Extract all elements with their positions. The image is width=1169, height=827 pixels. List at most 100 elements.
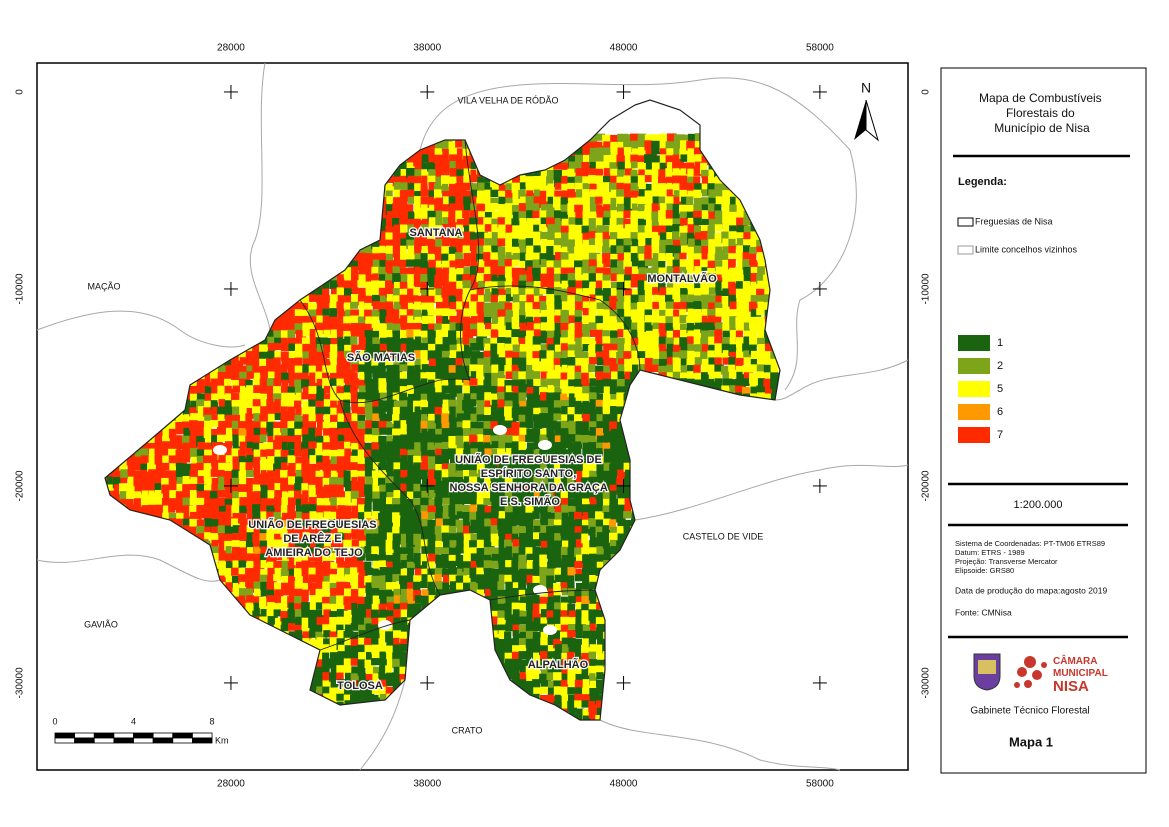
fuel-patch [442,232,452,243]
fuel-patch [329,308,338,320]
fuel-patch [260,505,268,514]
fuel-patch [483,428,491,438]
fuel-patch [476,407,485,417]
fuel-patch [351,505,360,515]
fuel-patch [448,379,458,389]
fuel-patch [274,399,285,410]
fuel-patch [169,490,178,501]
fuel-patch [379,329,390,340]
fuel-patch [358,630,368,639]
fuel-patch [469,337,477,347]
fuel-patch [490,421,499,430]
fuel-patch [372,301,383,310]
fuel-patch [414,245,422,256]
fuel-patch [476,491,487,499]
fuel-patch [336,372,348,380]
fuel-patch [225,561,235,573]
fuel-patch [421,169,431,181]
fuel-patch [301,379,313,389]
fuel-patch [211,414,223,424]
fuel-patch [273,497,285,508]
fuel-patch [497,238,507,247]
fuel-patch [252,357,265,370]
fuel-patch [491,476,499,488]
fuel-patch [484,582,495,591]
fuel-patch [217,385,229,393]
fuel-patch [455,288,463,298]
fuel-patch [343,596,355,606]
fuel-patch [280,456,288,468]
fuel-patch [406,532,416,544]
fuel-patch [302,364,312,377]
fuel-patch [406,505,418,516]
fuel-patch [476,203,488,215]
fuel-patch [357,379,367,389]
fuel-patch [386,679,395,687]
fuel-patch [441,253,450,265]
fuel-patch [281,372,290,384]
fuel-patch [421,490,433,500]
fuel-patch [435,491,447,503]
fuel-patch [161,477,169,490]
fuel-patch [295,504,308,513]
fuel-patch [343,525,352,534]
fuel-patch [378,498,387,510]
fuel-patch [141,490,151,502]
fuel-patch [211,406,220,415]
fuel-patch [141,483,152,494]
fuel-patch [294,603,302,611]
fuel-patch [196,379,206,392]
fuel-patch [287,623,299,631]
fuel-patch [288,602,298,614]
fuel-patch [476,364,485,372]
fuel-patch [400,224,408,234]
fuel-patch [267,540,278,549]
fuel-patch [315,553,327,564]
fuel-patch [358,274,369,282]
fuel-patch [490,343,502,354]
fuel-patch [182,518,192,528]
fuel-patch [406,232,415,241]
fuel-patch [280,351,293,361]
fuel-patch [407,183,419,195]
fuel-patch [197,441,210,453]
fuel-patch [365,673,377,685]
fuel-patch [211,455,221,468]
fuel-patch [365,553,378,561]
fuel-patch [421,561,430,569]
fuel-patch [323,560,335,572]
fuel-patch [393,595,406,606]
fuel-patch [371,253,384,264]
fuel-patch [421,323,431,336]
fuel-patch [470,497,481,508]
fuel-patch [483,274,496,284]
fuel-patch [210,533,222,544]
fuel-patch [420,420,428,433]
fuel-patch [238,568,250,580]
fuel-patch [280,343,293,352]
fuel-patch [497,386,509,397]
fuel-patch [441,329,450,340]
fuel-patch [463,575,471,585]
fuel-patch [287,421,296,429]
fuel-patch [399,364,410,372]
fuel-patch [463,441,476,450]
fuel-patch [225,546,233,558]
fuel-patch [393,469,405,481]
fuel-patch [483,309,494,319]
fuel-patch [218,567,226,577]
fuel-patch [400,315,408,325]
fuel-patch [323,344,332,354]
fuel-patch [232,560,242,568]
fuel-patch [378,603,387,615]
fuel-patch [267,385,278,396]
fuel-patch [386,364,397,375]
fuel-patch [119,463,127,471]
fuel-patch [322,680,334,690]
fuel-patch [141,505,150,516]
fuel-patch [267,343,276,355]
fuel-patch [337,644,348,657]
fuel-patch [217,372,226,384]
fuel-patch [406,561,418,570]
fuel-patch [407,154,415,163]
